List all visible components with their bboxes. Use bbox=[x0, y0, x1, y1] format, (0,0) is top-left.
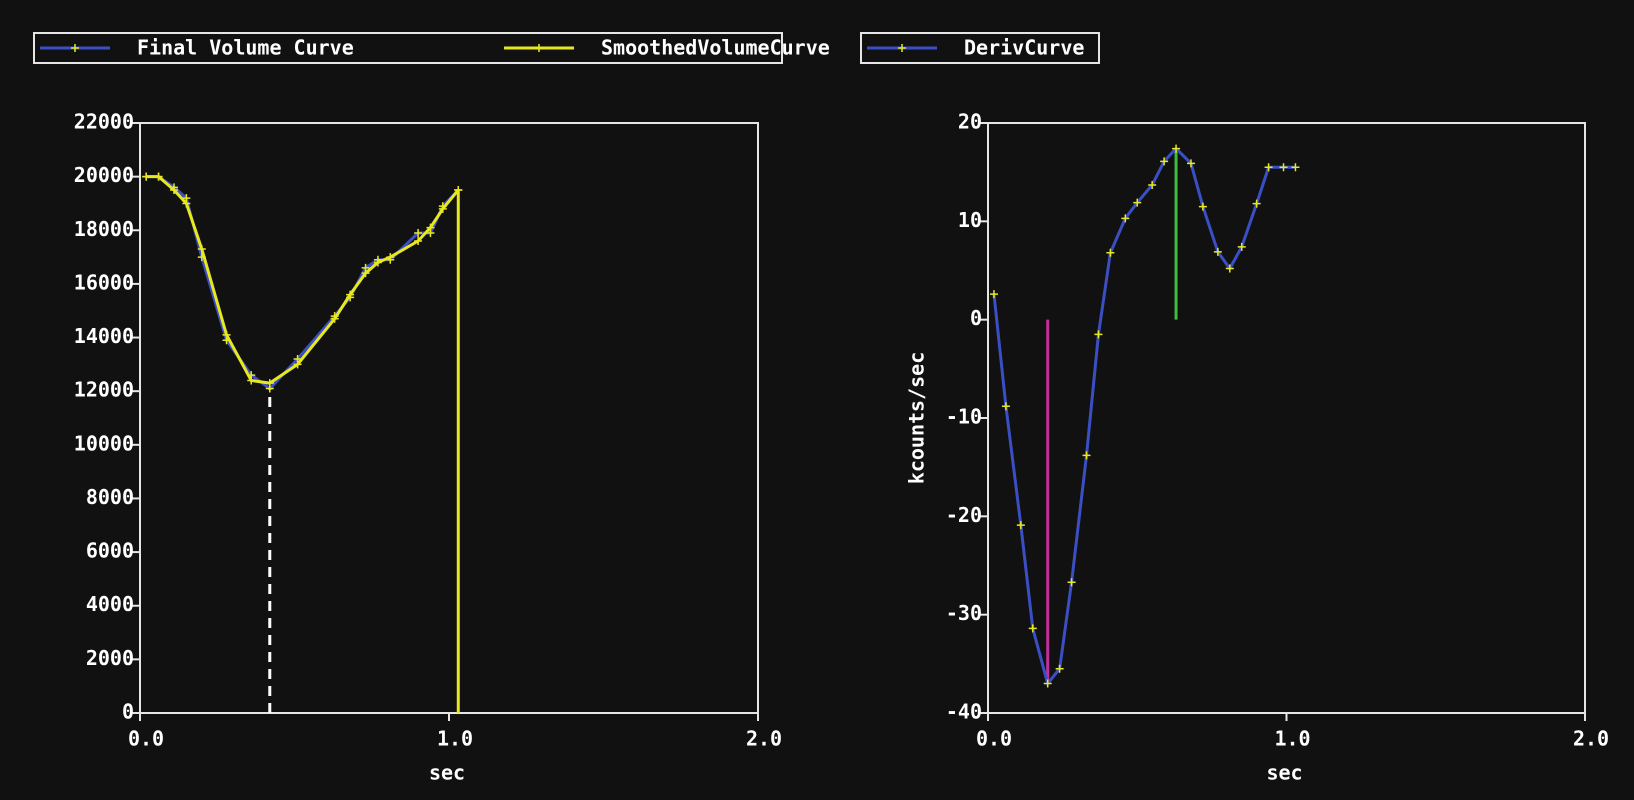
y-tick-label: -40 bbox=[946, 700, 982, 724]
x-tick-label: 0.0 bbox=[128, 727, 164, 751]
point-marker bbox=[1055, 664, 1064, 673]
point-marker bbox=[1291, 163, 1300, 172]
point-marker bbox=[1001, 402, 1010, 411]
point-marker bbox=[293, 360, 302, 369]
point-marker bbox=[1106, 248, 1115, 257]
x-tick-label: 2.0 bbox=[746, 727, 782, 751]
point-marker bbox=[454, 186, 463, 195]
point-marker bbox=[1264, 163, 1273, 172]
x-axis-label: sec bbox=[429, 761, 465, 785]
x-tick-label: 0.0 bbox=[976, 727, 1012, 751]
y-tick-label: 4000 bbox=[86, 592, 134, 616]
point-marker bbox=[426, 223, 435, 232]
y-tick-label: 12000 bbox=[74, 378, 134, 402]
point-marker bbox=[373, 258, 382, 267]
point-marker bbox=[438, 204, 447, 213]
legend-label: DerivCurve bbox=[964, 36, 1084, 60]
point-marker bbox=[1133, 198, 1142, 207]
plot-frame bbox=[987, 122, 1586, 714]
chart: 0 2000 4000 6000 8000 10000 12000 14000 16000 180… bbox=[33, 32, 830, 785]
point-marker bbox=[182, 199, 191, 208]
series-line bbox=[146, 175, 460, 385]
point-marker bbox=[1198, 202, 1207, 211]
x-axis-label: sec bbox=[1266, 761, 1302, 785]
point-marker bbox=[1237, 242, 1246, 251]
point-marker bbox=[247, 376, 256, 385]
point-marker bbox=[1160, 157, 1169, 166]
point-marker bbox=[1172, 144, 1181, 153]
point-marker bbox=[1148, 180, 1157, 189]
point-marker bbox=[330, 314, 339, 323]
x-tick-label: 1.0 bbox=[1274, 727, 1310, 751]
point-marker bbox=[1082, 451, 1091, 460]
point-marker bbox=[197, 245, 206, 254]
x-tick-label: 1.0 bbox=[437, 727, 473, 751]
point-marker bbox=[222, 330, 231, 339]
y-tick-label: 2000 bbox=[86, 646, 134, 670]
y-tick-label: -30 bbox=[946, 601, 982, 625]
point-marker bbox=[1279, 163, 1288, 172]
point-marker bbox=[1067, 578, 1076, 587]
y-tick-label: -20 bbox=[946, 503, 982, 527]
point-marker bbox=[414, 237, 423, 245]
point-marker bbox=[1225, 264, 1234, 273]
point-marker bbox=[361, 269, 370, 278]
y-tick-label: 0 bbox=[970, 306, 982, 330]
y-tick-label: 6000 bbox=[86, 539, 134, 563]
plot-frame bbox=[139, 122, 759, 714]
point-marker bbox=[414, 228, 423, 237]
y-tick-label: 14000 bbox=[74, 324, 134, 348]
legend-label: Final Volume Curve bbox=[137, 36, 354, 60]
point-marker bbox=[154, 172, 163, 181]
chart: -40 -30 -20 -10 0 10 20 0.0 1.0 2.0 sec kcounts/sec… bbox=[860, 32, 1609, 785]
point-marker bbox=[1016, 521, 1025, 530]
y-tick-label: -10 bbox=[946, 405, 982, 429]
point-marker bbox=[1213, 247, 1222, 256]
point-marker bbox=[1252, 199, 1261, 208]
legend-box bbox=[860, 32, 1100, 64]
y-tick-label: 20000 bbox=[74, 163, 134, 187]
point-marker bbox=[346, 290, 355, 299]
point-marker bbox=[1094, 330, 1103, 339]
point-marker bbox=[142, 172, 151, 181]
y-tick-label: 20 bbox=[958, 110, 982, 134]
legend-label: SmoothedVolumeCurve bbox=[601, 36, 830, 60]
y-tick-label: 8000 bbox=[86, 485, 134, 509]
legend-marker bbox=[898, 44, 906, 52]
legend-marker bbox=[71, 44, 79, 52]
point-marker bbox=[1121, 214, 1130, 223]
y-tick-label: 18000 bbox=[74, 217, 134, 241]
y-tick-label: 10 bbox=[958, 208, 982, 232]
point-marker bbox=[169, 186, 178, 195]
point-marker bbox=[989, 290, 998, 299]
x-tick-label: 2.0 bbox=[1573, 727, 1609, 751]
y-tick-label: 22000 bbox=[74, 110, 134, 134]
point-marker bbox=[1043, 679, 1052, 688]
point-marker bbox=[1028, 624, 1037, 633]
series-line bbox=[992, 146, 1296, 687]
point-marker bbox=[265, 379, 274, 388]
point-marker bbox=[1186, 159, 1195, 168]
legend-box bbox=[33, 32, 783, 64]
point-marker bbox=[386, 253, 395, 262]
y-tick-label: 16000 bbox=[74, 270, 134, 294]
legend-marker bbox=[535, 44, 543, 52]
y-tick-label: 10000 bbox=[74, 431, 134, 455]
y-tick-label: 0 bbox=[122, 700, 134, 724]
y-axis-label: kcounts/sec bbox=[905, 352, 929, 484]
